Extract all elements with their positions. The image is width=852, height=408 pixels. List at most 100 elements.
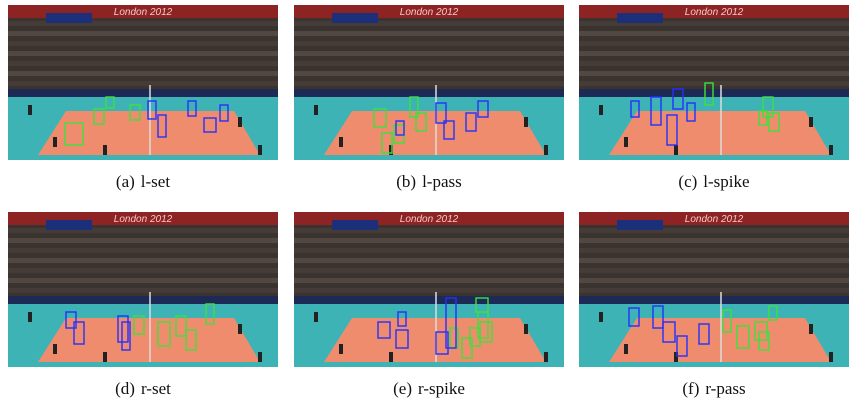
blue-box <box>652 305 664 329</box>
blue-box <box>377 321 391 339</box>
crowd-row <box>579 228 849 233</box>
green-box <box>415 112 427 132</box>
blue-box <box>698 323 710 345</box>
green-box <box>754 321 768 341</box>
scoreboard <box>617 13 663 23</box>
court <box>38 318 260 362</box>
green-box <box>762 96 774 118</box>
blue-box <box>121 321 131 351</box>
banner-text: London 2012 <box>114 7 173 18</box>
crowd-row <box>579 278 849 283</box>
banner-text: London 2012 <box>400 214 459 225</box>
green-box <box>768 305 778 321</box>
person <box>624 137 628 147</box>
crowd-row <box>579 61 849 66</box>
person <box>314 312 318 322</box>
green-box <box>469 327 481 347</box>
blue-box <box>666 114 678 146</box>
scoreboard <box>332 220 378 230</box>
person <box>53 137 57 147</box>
panel-image: London 2012 <box>579 5 849 160</box>
green-box <box>736 325 750 349</box>
crowd-row <box>8 21 278 26</box>
ad-board <box>579 296 849 304</box>
blue-box <box>219 104 229 122</box>
caption: (e) r-spike <box>393 379 465 398</box>
person <box>674 352 678 362</box>
caption: (c) l-spike <box>678 172 749 191</box>
scoreboard <box>46 13 92 23</box>
person <box>103 145 107 155</box>
person <box>28 105 32 115</box>
blue-box <box>203 117 217 133</box>
crowd-row <box>294 71 564 76</box>
scoreboard <box>46 220 92 230</box>
person <box>524 324 528 334</box>
banner-text: London 2012 <box>685 7 744 18</box>
caption-text: r-pass <box>705 379 745 398</box>
crowd-row <box>294 41 564 46</box>
person <box>103 352 107 362</box>
caption-text: l-pass <box>422 172 462 191</box>
crowd-row <box>579 51 849 56</box>
person <box>809 117 813 127</box>
person <box>599 312 603 322</box>
caption-text: r-set <box>141 379 171 398</box>
person <box>674 145 678 155</box>
blue-box <box>187 100 197 117</box>
person <box>28 312 32 322</box>
blue-box <box>435 102 447 124</box>
person <box>829 145 833 155</box>
crowd-row <box>579 31 849 36</box>
green-box <box>133 315 145 335</box>
green-box <box>381 132 393 154</box>
green-box <box>205 303 215 325</box>
green-box <box>373 108 387 128</box>
person <box>389 352 393 362</box>
panel-image: London 2012 <box>8 212 278 367</box>
crowd-row <box>579 268 849 273</box>
crowd-row <box>579 248 849 253</box>
blue-box <box>686 102 696 122</box>
person <box>544 352 548 362</box>
person <box>238 117 242 127</box>
panel-image: London 2012 <box>294 5 564 160</box>
person <box>599 105 603 115</box>
blue-box <box>676 335 688 357</box>
banner-text: London 2012 <box>685 214 744 225</box>
crowd-row <box>294 238 564 243</box>
person <box>339 137 343 147</box>
crowd-row <box>8 51 278 56</box>
blue-box <box>672 88 684 110</box>
scoreboard <box>617 220 663 230</box>
crowd-row <box>294 31 564 36</box>
person <box>544 145 548 155</box>
blue-box <box>662 321 676 343</box>
crowd-row <box>294 21 564 26</box>
caption: (d) r-set <box>115 379 171 398</box>
blue-box <box>147 100 157 120</box>
blue-box <box>445 297 457 349</box>
person <box>258 352 262 362</box>
green-box <box>157 321 171 347</box>
ad-board <box>8 89 278 97</box>
green-box <box>758 331 770 351</box>
caption-label: (e) <box>393 379 412 398</box>
panel-image: London 2012 <box>579 212 849 367</box>
green-box <box>409 96 419 118</box>
caption: (b) l-pass <box>396 172 462 191</box>
caption: (a) l-set <box>116 172 170 191</box>
caption-label: (b) <box>396 172 416 191</box>
blue-box <box>395 120 405 136</box>
court <box>609 318 831 362</box>
caption: (f) r-pass <box>682 379 745 398</box>
crowd-row <box>294 51 564 56</box>
crowd-row <box>8 81 278 86</box>
green-box <box>175 315 187 337</box>
person <box>339 344 343 354</box>
court <box>324 111 546 155</box>
blue-box <box>117 315 129 343</box>
caption-label: (f) <box>682 379 699 398</box>
ad-board <box>294 89 564 97</box>
crowd-row <box>579 71 849 76</box>
